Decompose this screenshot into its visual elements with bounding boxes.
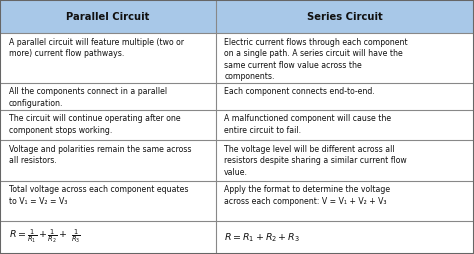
Text: Total voltage across each component equates
to V₁ = V₂ = V₃: Total voltage across each component equa… (9, 185, 188, 205)
Bar (216, 33, 474, 83)
Bar (0, 140, 216, 181)
Bar (216, 110, 474, 140)
Bar (216, 181, 474, 221)
Text: Apply the format to determine the voltage
across each component: V = V₁ + V₂ + V: Apply the format to determine the voltag… (224, 185, 390, 205)
Text: Each component connects end-to-end.: Each component connects end-to-end. (224, 87, 375, 96)
Bar (216, 0, 474, 33)
Bar (0, 33, 216, 83)
Bar (216, 140, 474, 181)
Bar (0, 110, 216, 140)
Bar (0, 221, 216, 254)
Text: $R = \frac{1}{R_1} + \frac{1}{R_2} + \;\frac{1}{R_3}$: $R = \frac{1}{R_1} + \frac{1}{R_2} + \;\… (9, 228, 80, 246)
Text: The circuit will continue operating after one
component stops working.: The circuit will continue operating afte… (9, 114, 180, 135)
Text: All the components connect in a parallel
configuration.: All the components connect in a parallel… (9, 87, 167, 107)
Text: Series Circuit: Series Circuit (307, 12, 383, 22)
Text: The voltage level will be different across all
resistors despite sharing a simil: The voltage level will be different acro… (224, 145, 407, 177)
Bar (216, 83, 474, 110)
Bar (216, 221, 474, 254)
Text: A parallel circuit will feature multiple (two or
more) current flow pathways.: A parallel circuit will feature multiple… (9, 38, 183, 58)
Text: Voltage and polarities remain the same across
all resistors.: Voltage and polarities remain the same a… (9, 145, 191, 165)
Text: A malfunctioned component will cause the
entire circuit to fail.: A malfunctioned component will cause the… (224, 114, 392, 135)
Bar (0, 0, 216, 33)
Text: Electric current flows through each component
on a single path. A series circuit: Electric current flows through each comp… (224, 38, 408, 81)
Bar (0, 181, 216, 221)
Text: Parallel Circuit: Parallel Circuit (66, 12, 149, 22)
Bar (0, 83, 216, 110)
Text: $R = R_1 + R_2 + R_3$: $R = R_1 + R_2 + R_3$ (224, 231, 300, 244)
